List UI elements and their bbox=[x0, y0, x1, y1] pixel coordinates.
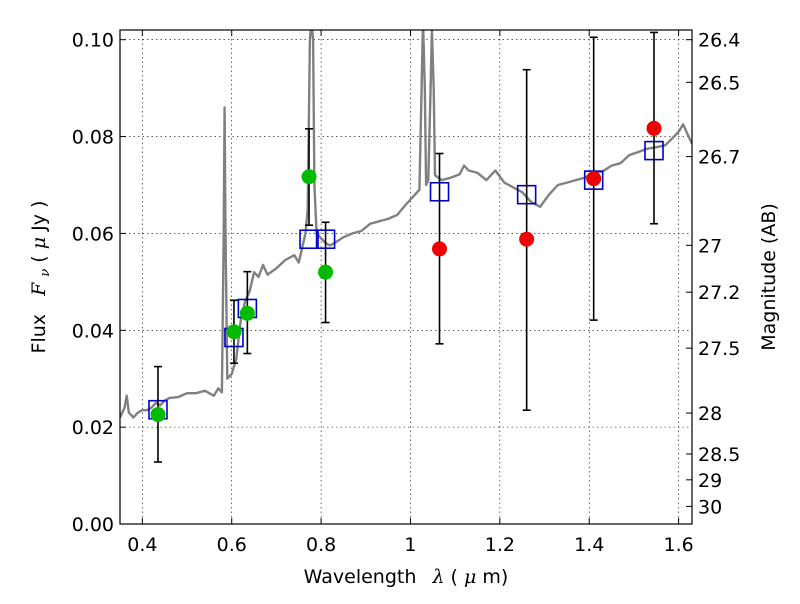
x-axis-label-text: Wavelength bbox=[304, 566, 417, 588]
x-tick-label: 0.4 bbox=[127, 534, 157, 556]
model-flux-square bbox=[299, 229, 319, 250]
y2-tick-label: 27.2 bbox=[698, 282, 740, 304]
detection-point bbox=[150, 407, 166, 423]
y2-tick-label: 27 bbox=[698, 235, 722, 257]
y2-axis-label: Magnitude (AB) bbox=[758, 203, 780, 351]
detection-point bbox=[318, 264, 334, 280]
y-axis-label-subscript: ν bbox=[38, 269, 53, 277]
y2-tick-label: 30 bbox=[698, 496, 722, 518]
x-tick-label: 0.8 bbox=[306, 534, 336, 556]
x-axis-label-unit-open: ( bbox=[451, 566, 458, 588]
y-axis-label-unit-rest: Jy ) bbox=[28, 201, 50, 232]
ticks: 0.4 0.6 0.8 1 1.2 1.4 1.6 0.00 0.02 0.04 0.06 0.08 0… bbox=[72, 30, 741, 556]
x-tick-label: 1.4 bbox=[574, 534, 604, 556]
y-axis-label-text: Flux bbox=[28, 314, 50, 354]
y2-tick-label: 28 bbox=[698, 403, 722, 425]
y2-tick-label: 28.5 bbox=[698, 444, 740, 466]
model-spectrum-line bbox=[120, 30, 692, 419]
y-axis-label-unit-open: ( bbox=[28, 249, 50, 262]
x-axis-label-unit-rest: m) bbox=[482, 566, 508, 588]
nondetection-point bbox=[646, 120, 662, 136]
y-axis-label: Flux F ν ( μ Jy ) bbox=[28, 201, 54, 354]
detection-point bbox=[226, 324, 242, 340]
x-tick-label: 0.6 bbox=[217, 534, 247, 556]
x-tick-label: 1.2 bbox=[485, 534, 515, 556]
detection-point bbox=[301, 169, 317, 185]
y-axis-label-symbol: F bbox=[28, 282, 50, 297]
y-tick-label: 0.00 bbox=[72, 514, 114, 536]
x-tick-label: 1.6 bbox=[663, 534, 693, 556]
y-tick-label: 0.10 bbox=[72, 30, 114, 52]
y-tick-label: 0.08 bbox=[72, 127, 114, 149]
x-axis-label-unit-mu: μ bbox=[464, 566, 476, 588]
y-tick-label: 0.06 bbox=[72, 223, 114, 245]
y-tick-label: 0.02 bbox=[72, 417, 114, 439]
y2-tick-label: 26.5 bbox=[698, 72, 740, 94]
plot-area bbox=[120, 30, 692, 463]
axes-frame bbox=[119, 29, 693, 525]
y2-tick-label: 29 bbox=[698, 470, 722, 492]
x-tick-label: 1 bbox=[404, 534, 416, 556]
detection-point bbox=[239, 305, 255, 321]
y2-tick-label: 26.4 bbox=[698, 30, 740, 52]
y2-tick-label: 27.5 bbox=[698, 338, 740, 360]
x-axis-label-symbol: λ bbox=[431, 566, 444, 588]
y-tick-label: 0.04 bbox=[72, 320, 114, 342]
y-axis-label-unit-mu: μ bbox=[28, 237, 50, 249]
grid bbox=[120, 30, 692, 525]
x-axis-label: Wavelength λ ( μ m) bbox=[304, 566, 509, 588]
nondetection-point bbox=[432, 241, 448, 257]
nondetection-point bbox=[586, 171, 602, 187]
nondetection-point bbox=[519, 231, 535, 247]
y2-tick-label: 26.7 bbox=[698, 147, 740, 169]
